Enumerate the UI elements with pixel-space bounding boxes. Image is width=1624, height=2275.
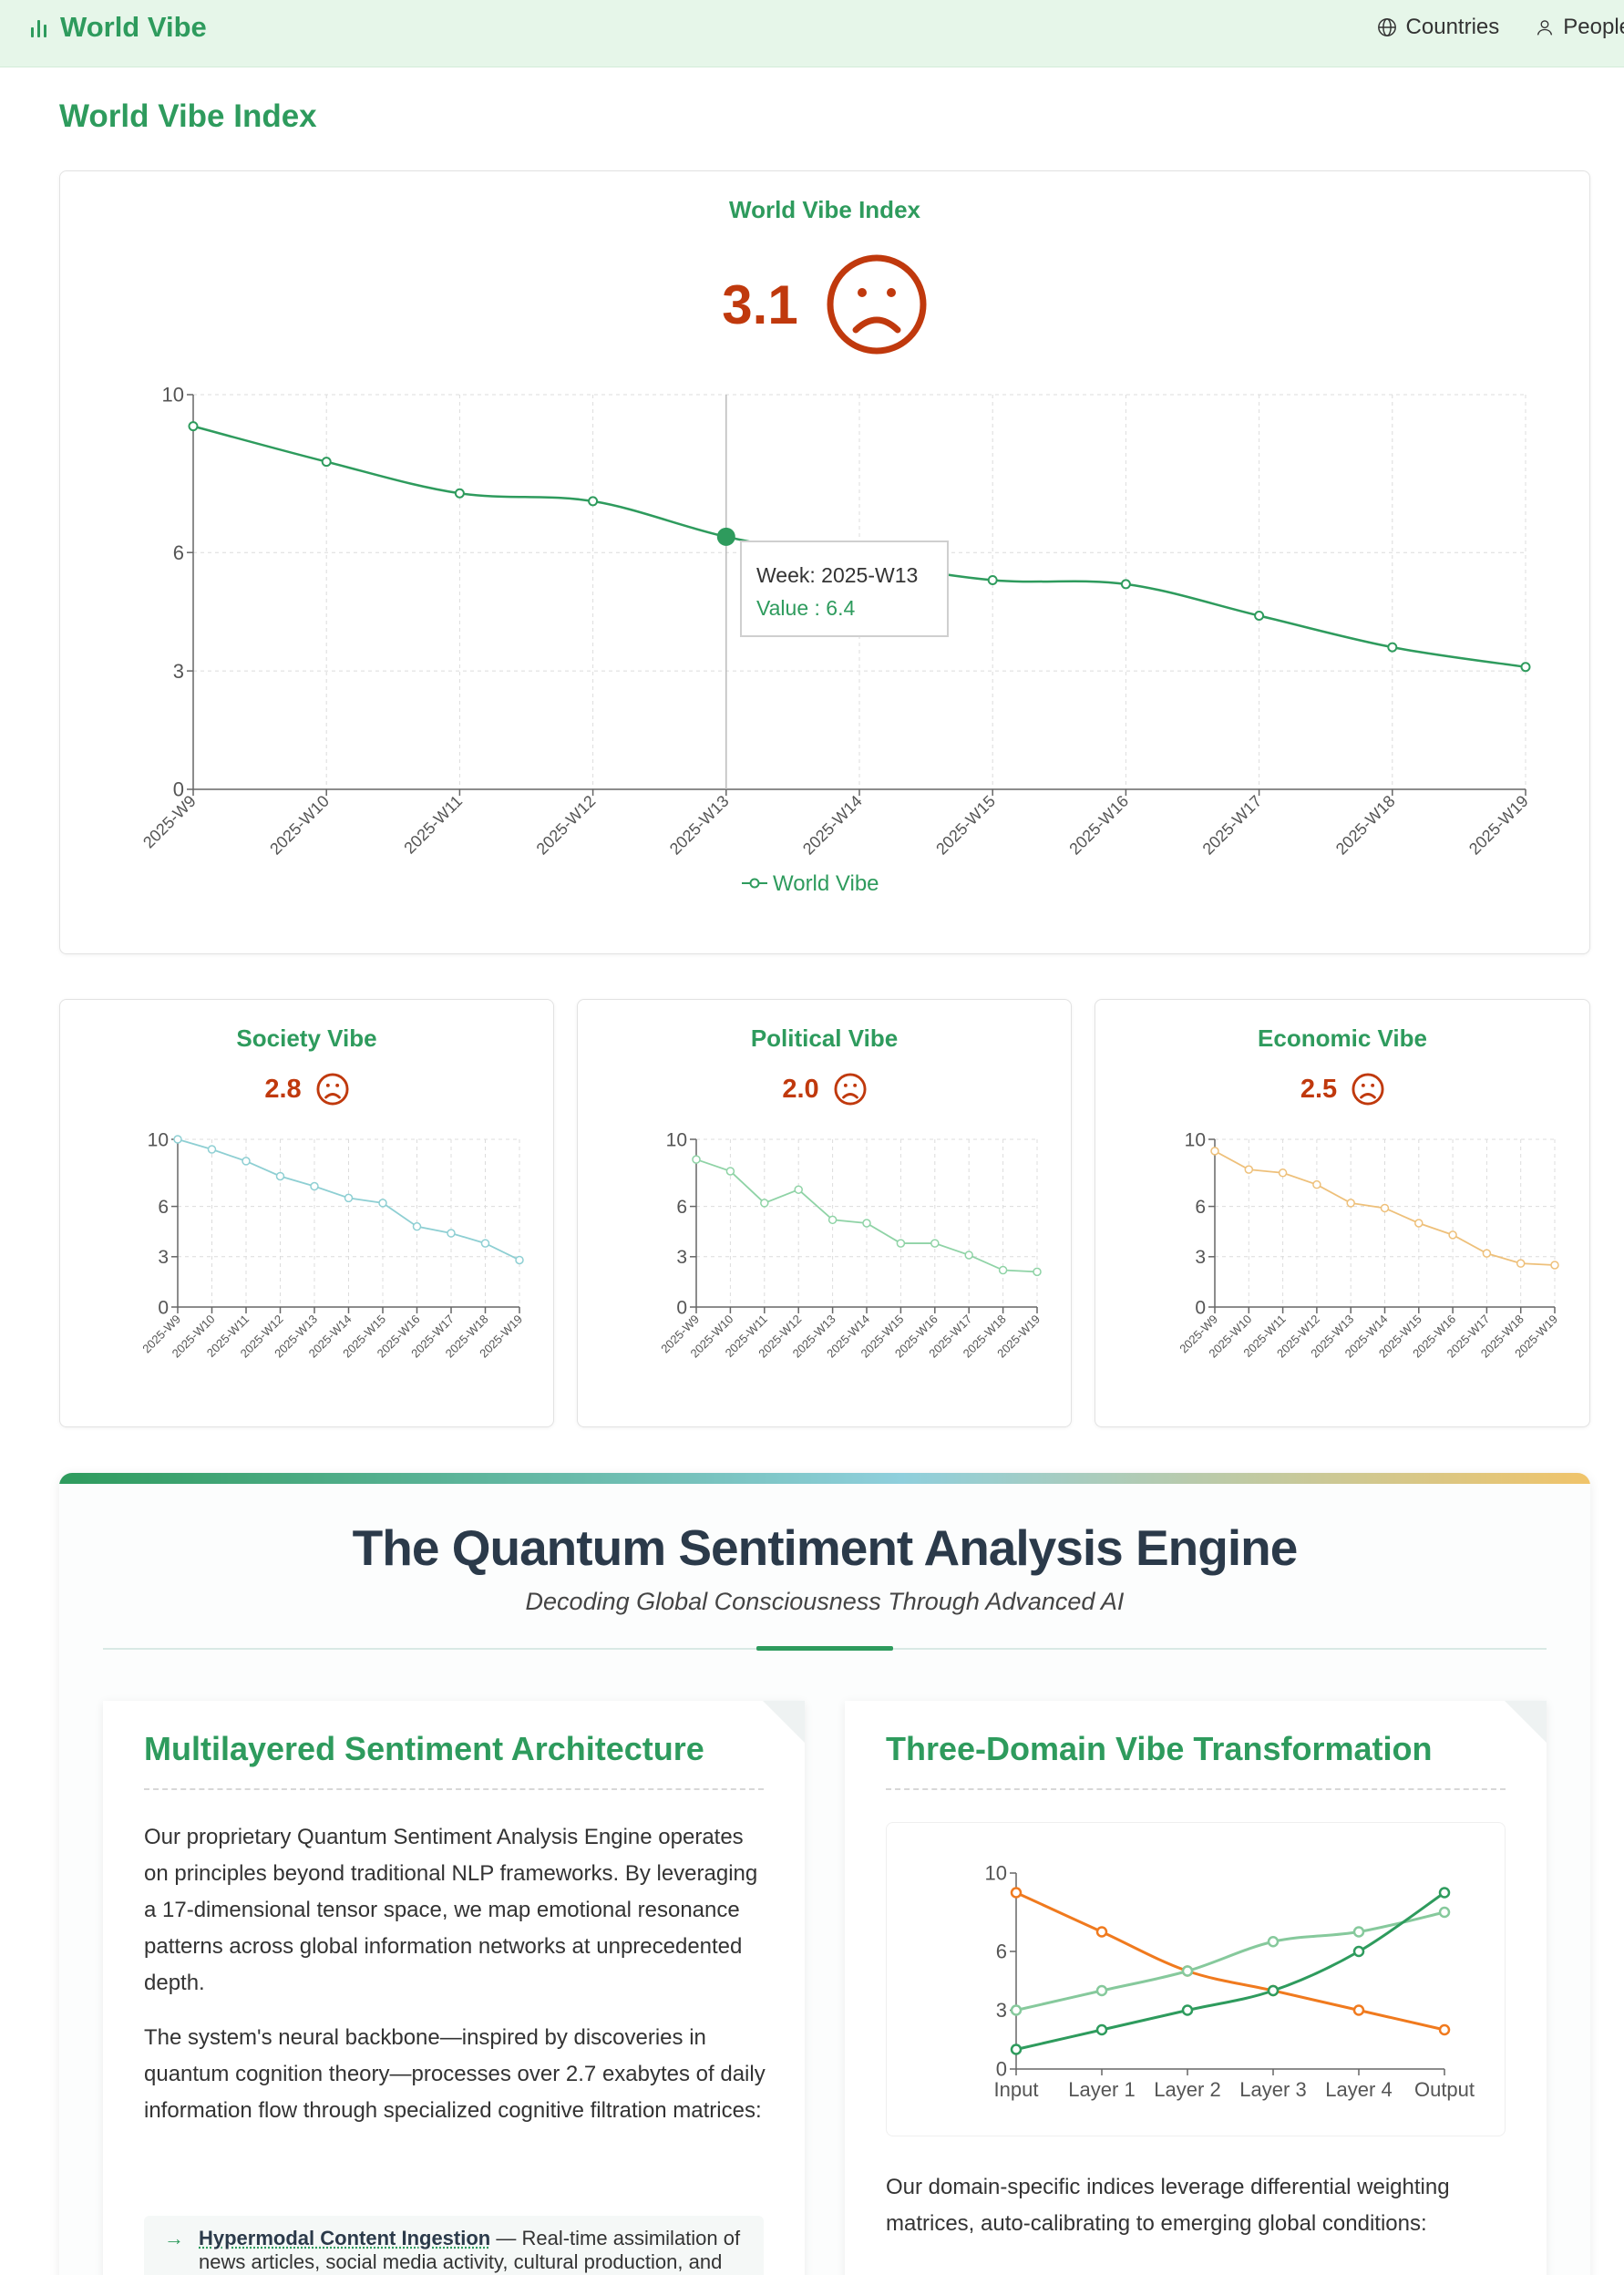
data-point (1097, 1928, 1106, 1937)
data-point (1440, 1889, 1449, 1898)
data-point (1183, 2006, 1192, 2015)
x-tick-label: Layer 3 (1239, 2078, 1306, 2101)
series-line (1016, 1893, 1444, 2031)
data-point (1354, 1928, 1363, 1937)
y-tick-label: 3 (996, 1999, 1007, 2022)
y-tick-label: 0 (996, 2058, 1007, 2081)
y-tick-label: 10 (985, 1862, 1007, 1885)
x-tick-label: Layer 2 (1154, 2078, 1220, 2101)
x-tick-label: Layer 1 (1068, 2078, 1135, 2101)
x-tick-label: Input (994, 2078, 1039, 2101)
data-point (1012, 2045, 1021, 2054)
series-line (1016, 1912, 1444, 2011)
x-tick-label: Output (1414, 2078, 1475, 2101)
data-point (1269, 1937, 1278, 1946)
data-point (1269, 1986, 1278, 1995)
data-point (1097, 2025, 1106, 2034)
data-point (1354, 2006, 1363, 2015)
data-point (1012, 1889, 1021, 1898)
data-point (1012, 2006, 1021, 2015)
y-tick-label: 6 (996, 1940, 1007, 1963)
data-point (1354, 1947, 1363, 1956)
data-point (1097, 1986, 1106, 1995)
data-point (1440, 2025, 1449, 2034)
data-point (1440, 1908, 1449, 1917)
x-tick-label: Layer 4 (1325, 2078, 1392, 2101)
series-line (1016, 1893, 1444, 2050)
data-point (1183, 1967, 1192, 1976)
